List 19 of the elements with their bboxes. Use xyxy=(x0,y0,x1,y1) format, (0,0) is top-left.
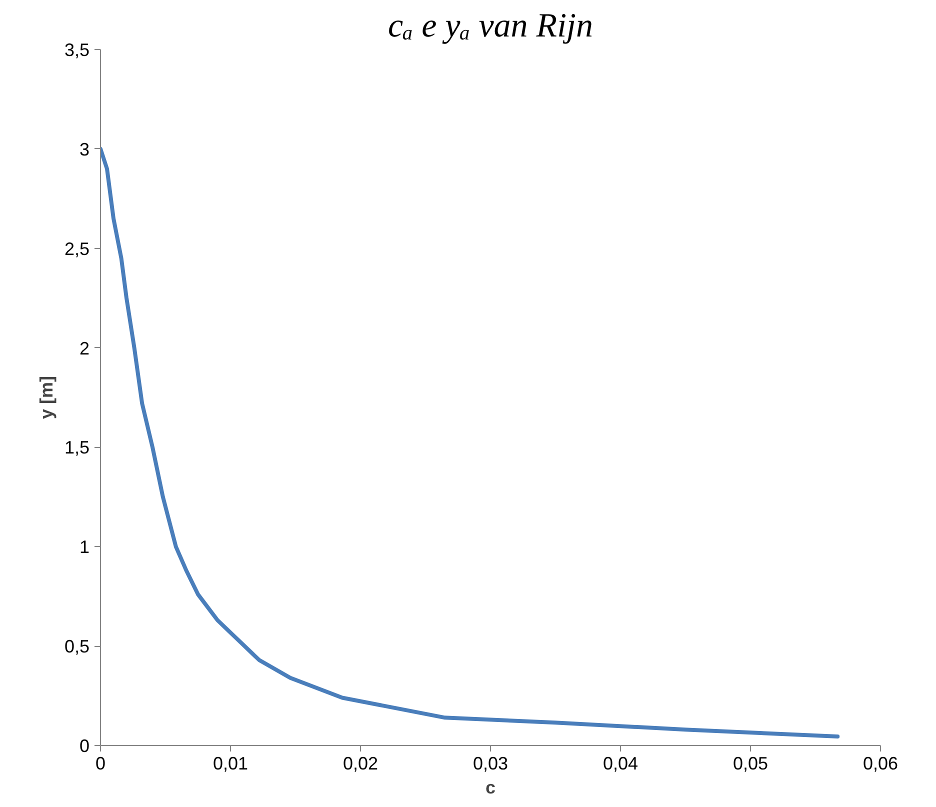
chart-title: cₐ e yₐ van Rijn xyxy=(388,8,593,44)
x-tick-label: 0,05 xyxy=(732,754,768,774)
x-tick-label: 0,03 xyxy=(472,754,508,774)
y-tick-label: 2 xyxy=(79,338,90,358)
y-tick-label: 2,5 xyxy=(64,238,90,259)
y-tick-label: 0,5 xyxy=(64,636,90,657)
x-tick-label: 0,06 xyxy=(862,754,898,774)
y-tick-label: 3,5 xyxy=(64,40,90,60)
line-series xyxy=(100,146,840,739)
x-tick-label: 0 xyxy=(95,754,106,774)
y-tick-label: 3 xyxy=(79,139,90,160)
x-tick-label: 0,04 xyxy=(602,754,638,774)
y-tick-label: 1 xyxy=(79,537,90,558)
x-axis-title: c xyxy=(485,778,496,798)
y-tick-label: 1,5 xyxy=(64,438,90,458)
x-tick-label: 0,02 xyxy=(342,754,378,774)
x-tick-label: 0,01 xyxy=(212,754,248,774)
y-tick-label: 0 xyxy=(79,736,90,756)
y-axis-title: y [m] xyxy=(36,376,56,419)
